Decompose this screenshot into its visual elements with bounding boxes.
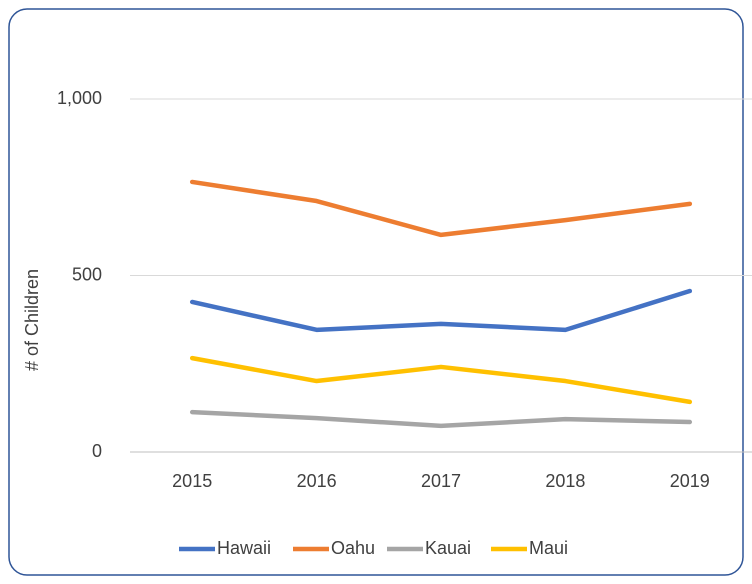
y-tick-label: 500 [72, 264, 102, 284]
legend-label: Kauai [425, 538, 471, 558]
series-line [189, 409, 693, 429]
legend-label: Maui [529, 538, 568, 558]
chart-frame [8, 8, 744, 576]
series-line [189, 179, 693, 238]
x-tick-label: 2015 [172, 471, 212, 491]
legend-label: Oahu [331, 538, 375, 558]
legend-label: Hawaii [217, 538, 271, 558]
y-tick-label: 0 [92, 441, 102, 461]
x-tick-label: 2018 [545, 471, 585, 491]
x-tick-label: 2016 [297, 471, 337, 491]
x-tick-label: 2019 [670, 471, 710, 491]
series-line [189, 355, 693, 405]
y-tick-label: 1,000 [57, 88, 102, 108]
y-axis-title: # of Children [22, 269, 42, 371]
x-tick-label: 2017 [421, 471, 461, 491]
series-line [189, 288, 693, 333]
